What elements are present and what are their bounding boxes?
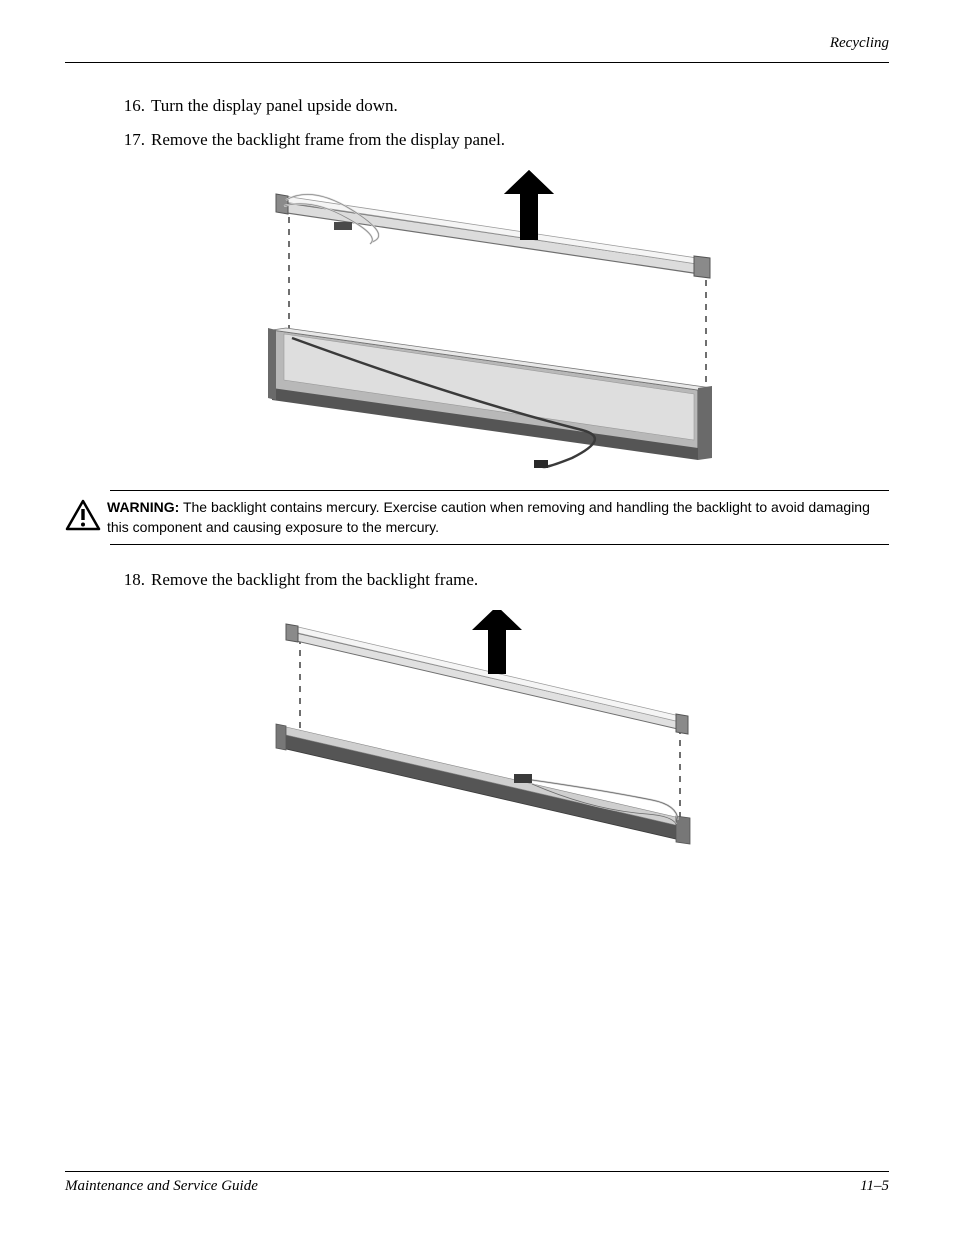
page: Recycling 16. Turn the display panel ups… — [0, 0, 954, 1235]
step-17: 17. Remove the backlight frame from the … — [65, 127, 889, 153]
warning-body: WARNING: The backlight contains mercury.… — [65, 491, 889, 544]
warning-message: The backlight contains mercury. Exercise… — [107, 499, 870, 535]
page-footer: Maintenance and Service Guide 11–5 — [65, 1171, 889, 1195]
footer-left: Maintenance and Service Guide — [65, 1178, 258, 1195]
step-number: 16. — [115, 93, 151, 119]
step-text: Remove the backlight from the backlight … — [151, 567, 889, 593]
step-16: 16. Turn the display panel upside down. — [65, 93, 889, 119]
content-area: 16. Turn the display panel upside down. … — [65, 93, 889, 850]
warning-block: WARNING: The backlight contains mercury.… — [65, 490, 889, 545]
step-text: Remove the backlight frame from the disp… — [151, 127, 889, 153]
footer-right: 11–5 — [860, 1178, 889, 1195]
step-18: 18. Remove the backlight from the backli… — [65, 567, 889, 593]
warning-icon — [65, 499, 101, 536]
header-rule — [65, 62, 889, 63]
warning-text: WARNING: The backlight contains mercury.… — [101, 497, 889, 538]
warning-label: WARNING: — [107, 499, 179, 515]
step-text: Turn the display panel upside down. — [151, 93, 889, 119]
warning-bottom-rule — [110, 544, 889, 545]
page-header: Recycling — [65, 35, 889, 63]
figure-backlight-frame-removal — [242, 170, 712, 470]
step-number: 18. — [115, 567, 151, 593]
step-number: 17. — [115, 127, 151, 153]
header-section-title: Recycling — [830, 35, 889, 52]
figure-backlight-removal — [262, 610, 692, 850]
footer-rule — [65, 1171, 889, 1172]
footer-row: Maintenance and Service Guide 11–5 — [65, 1178, 889, 1195]
